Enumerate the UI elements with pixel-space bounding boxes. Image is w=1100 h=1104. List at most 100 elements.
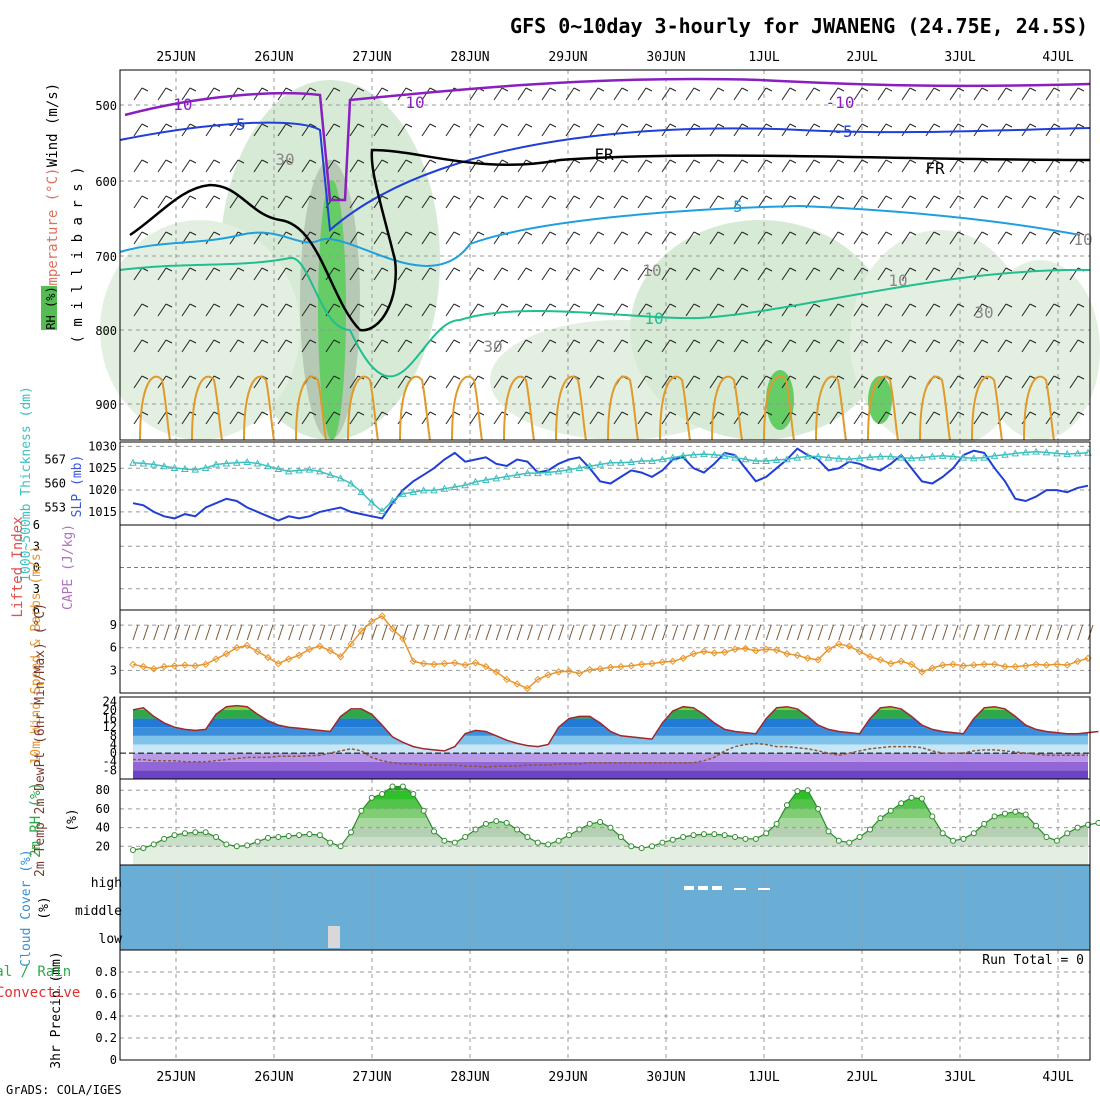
- wind-barb: [621, 159, 629, 164]
- wind-barb: [1077, 123, 1085, 128]
- wind-speed-marker: [658, 658, 667, 666]
- precip-panel: 0 0.2 0.4 0.6 0.8 Run Total = 0 3hr Precip (mm…: [0, 949, 1091, 1069]
- wind-barb: [957, 375, 965, 380]
- lifted-index-tick-label: 6: [33, 603, 40, 617]
- wind-barb: [973, 267, 983, 281]
- wind-barb: [813, 303, 821, 308]
- thickness-marker: [264, 462, 272, 470]
- wind-barb: [781, 159, 791, 173]
- wind-barb: [661, 411, 671, 425]
- wind-barb: [525, 231, 533, 236]
- wind-barb: [261, 123, 269, 128]
- wind-speed-marker: [368, 617, 376, 626]
- thickness-marker: [959, 453, 968, 461]
- wind-barb: [333, 375, 341, 380]
- wind-barb: [621, 339, 629, 344]
- wind-barb: [285, 339, 293, 344]
- wind-barb: [693, 87, 701, 92]
- wind-speed-marker: [845, 642, 853, 650]
- wind-barb: [525, 195, 533, 200]
- rh-band: [133, 846, 1088, 865]
- wind-barb: [994, 624, 1001, 641]
- thickness-marker: [845, 455, 854, 463]
- wind-barb: [957, 195, 965, 200]
- wind-barb: [412, 624, 419, 641]
- day-label-top: 2JUL: [846, 50, 877, 65]
- wind-barb: [194, 624, 201, 641]
- wind-barb: [933, 123, 941, 128]
- thickness-marker: [658, 455, 667, 463]
- wind-barb: [277, 267, 287, 281]
- wind-speed-marker: [783, 650, 791, 658]
- wind-barb: [1021, 339, 1031, 353]
- thickness-marker: [326, 470, 335, 478]
- contour-line: [129, 148, 1091, 332]
- rh-marker: [1095, 819, 1100, 826]
- wind-panel-background: [120, 610, 1090, 693]
- wind-barb: [205, 231, 215, 245]
- wind-barb: [325, 123, 335, 137]
- rh-marker: [389, 783, 396, 790]
- wind-barb: [597, 303, 605, 308]
- wind-barb: [901, 267, 911, 281]
- wind-barb: [493, 123, 503, 137]
- wind-barb: [765, 159, 773, 164]
- contour-line: [124, 77, 1091, 202]
- wind-barb: [541, 411, 551, 425]
- wind-barb: [900, 624, 907, 641]
- rh-marker: [1053, 837, 1060, 844]
- contour-line: [919, 375, 951, 441]
- wind-speed-marker: [565, 667, 573, 675]
- wind-barb: [861, 231, 869, 236]
- day-label-bottom: 26JUN: [254, 1070, 293, 1085]
- contour-line: [503, 375, 535, 441]
- contour-label: 10: [642, 261, 661, 280]
- wind-barb: [573, 231, 581, 236]
- wind-barb: [453, 303, 461, 308]
- wind-barb: [1035, 624, 1042, 641]
- wind-barb: [709, 231, 719, 245]
- wind-barb: [829, 231, 839, 245]
- wind-barb: [709, 411, 719, 425]
- wind-barb: [925, 159, 935, 173]
- wind-barb: [340, 624, 347, 641]
- wind-barb: [813, 195, 821, 200]
- wind-barb: [453, 339, 461, 344]
- wind-panel: 3 6 9 10m Wind Speed & Barbs (m/s): [29, 545, 1094, 765]
- rh-marker: [825, 828, 832, 835]
- wind-barb: [645, 267, 653, 272]
- wind-barb: [925, 195, 935, 209]
- wind-barb: [682, 624, 689, 641]
- wind-barb: [661, 267, 671, 281]
- wind-speed-marker: [253, 647, 262, 656]
- wind-barb: [630, 624, 637, 641]
- wind-barb: [141, 87, 149, 92]
- wind-speed-marker: [451, 659, 459, 667]
- wind-barb: [541, 267, 551, 281]
- wind-barb: [253, 375, 263, 389]
- rh-marker: [275, 833, 282, 840]
- rh-band: [133, 836, 1088, 847]
- wind-barb: [621, 267, 629, 272]
- wind-barb: [645, 87, 653, 92]
- wind-barb: [805, 339, 815, 353]
- wind-speed-marker: [170, 662, 179, 670]
- day-label-top: 25JUN: [156, 50, 195, 65]
- wind-barb: [693, 375, 701, 380]
- temperature-tick-label: -4: [103, 755, 117, 769]
- wind-barb: [997, 231, 1007, 245]
- contour-label: 10: [644, 309, 663, 328]
- wind-barb: [469, 195, 479, 209]
- wind-barb: [597, 195, 605, 200]
- wind-barb: [357, 159, 365, 164]
- wind-barb: [1046, 624, 1052, 641]
- wind-barb: [597, 375, 605, 380]
- wind-barb: [829, 87, 839, 101]
- precip-tick-label: 0.4: [95, 1009, 117, 1023]
- thickness-marker: [1001, 450, 1009, 458]
- thickness-marker: [461, 481, 470, 489]
- wind-barb: [141, 339, 149, 344]
- wind-barb: [637, 267, 647, 281]
- thickness-marker: [253, 459, 262, 467]
- rh-marker: [700, 831, 707, 838]
